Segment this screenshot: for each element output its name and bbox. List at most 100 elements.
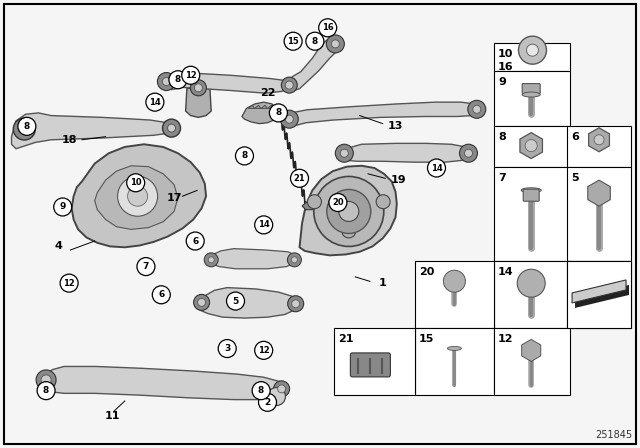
Polygon shape	[163, 73, 291, 93]
Circle shape	[157, 73, 175, 90]
Polygon shape	[342, 143, 472, 162]
Bar	[494, 126, 570, 167]
Text: 7: 7	[143, 262, 149, 271]
Polygon shape	[248, 105, 255, 108]
Text: 20: 20	[332, 198, 344, 207]
Text: 8: 8	[258, 386, 264, 395]
Text: 11: 11	[104, 411, 120, 421]
Text: 19: 19	[390, 175, 406, 185]
Ellipse shape	[522, 92, 540, 97]
Circle shape	[285, 81, 293, 89]
Circle shape	[527, 44, 538, 56]
Circle shape	[282, 77, 298, 93]
Polygon shape	[261, 105, 268, 108]
Circle shape	[127, 186, 148, 206]
Circle shape	[37, 382, 55, 400]
Circle shape	[54, 198, 72, 216]
Circle shape	[193, 294, 210, 310]
Polygon shape	[285, 38, 342, 91]
Circle shape	[465, 149, 472, 157]
Text: 6: 6	[192, 237, 198, 246]
Text: 251845: 251845	[595, 430, 632, 440]
Bar	[567, 261, 631, 328]
Circle shape	[163, 78, 170, 86]
Circle shape	[342, 224, 356, 238]
FancyBboxPatch shape	[523, 189, 539, 201]
Circle shape	[460, 144, 477, 162]
Text: 12: 12	[498, 334, 513, 344]
Circle shape	[291, 257, 298, 263]
Bar	[494, 261, 570, 328]
Text: 18: 18	[61, 135, 77, 145]
Circle shape	[204, 253, 218, 267]
Circle shape	[284, 32, 302, 50]
Bar	[415, 261, 494, 328]
Circle shape	[13, 118, 35, 140]
Ellipse shape	[521, 188, 541, 193]
Polygon shape	[242, 102, 276, 124]
Polygon shape	[255, 105, 261, 108]
Circle shape	[291, 169, 308, 187]
Circle shape	[127, 174, 145, 192]
Circle shape	[182, 66, 200, 84]
Polygon shape	[198, 288, 298, 318]
Circle shape	[195, 84, 202, 92]
Circle shape	[332, 40, 339, 48]
Circle shape	[169, 71, 187, 89]
Polygon shape	[572, 280, 626, 303]
Text: 22: 22	[260, 88, 275, 98]
Text: 10: 10	[498, 49, 513, 59]
Circle shape	[517, 269, 545, 297]
Circle shape	[118, 176, 157, 216]
Circle shape	[319, 19, 337, 37]
Text: 5: 5	[571, 172, 579, 183]
Text: 8: 8	[24, 122, 30, 131]
Text: 15: 15	[419, 334, 434, 344]
Polygon shape	[95, 166, 178, 229]
Bar	[494, 43, 570, 71]
Circle shape	[259, 393, 276, 411]
Circle shape	[146, 93, 164, 111]
Text: 20: 20	[419, 267, 434, 277]
Text: 12: 12	[63, 279, 75, 288]
Polygon shape	[186, 87, 211, 117]
Circle shape	[163, 119, 180, 137]
Circle shape	[186, 232, 204, 250]
Text: 8: 8	[275, 108, 282, 117]
Text: 2: 2	[264, 398, 271, 407]
Circle shape	[227, 292, 244, 310]
Polygon shape	[12, 113, 174, 149]
Text: 9: 9	[498, 77, 506, 87]
Text: 14: 14	[431, 164, 442, 172]
Circle shape	[278, 385, 285, 393]
Circle shape	[594, 135, 604, 145]
Polygon shape	[38, 366, 287, 400]
Circle shape	[444, 270, 465, 292]
Text: 6: 6	[571, 132, 579, 142]
Bar	[567, 126, 631, 167]
Bar	[494, 167, 570, 261]
Text: 21: 21	[338, 334, 353, 344]
Circle shape	[274, 381, 290, 397]
Bar	[415, 328, 494, 395]
Circle shape	[268, 388, 285, 405]
Text: 12: 12	[258, 346, 269, 355]
Circle shape	[280, 110, 298, 128]
Circle shape	[41, 375, 51, 385]
Text: 8: 8	[241, 151, 248, 160]
Ellipse shape	[447, 346, 461, 350]
Text: 3: 3	[224, 344, 230, 353]
Text: 16: 16	[322, 23, 333, 32]
Polygon shape	[575, 285, 629, 308]
Text: 8: 8	[175, 75, 181, 84]
Circle shape	[329, 194, 347, 211]
Circle shape	[326, 35, 344, 53]
Circle shape	[335, 144, 353, 162]
FancyBboxPatch shape	[350, 353, 390, 377]
Circle shape	[314, 177, 384, 246]
Bar	[494, 71, 570, 126]
Polygon shape	[287, 102, 481, 126]
Circle shape	[255, 341, 273, 359]
Circle shape	[269, 104, 287, 122]
Circle shape	[19, 124, 29, 134]
